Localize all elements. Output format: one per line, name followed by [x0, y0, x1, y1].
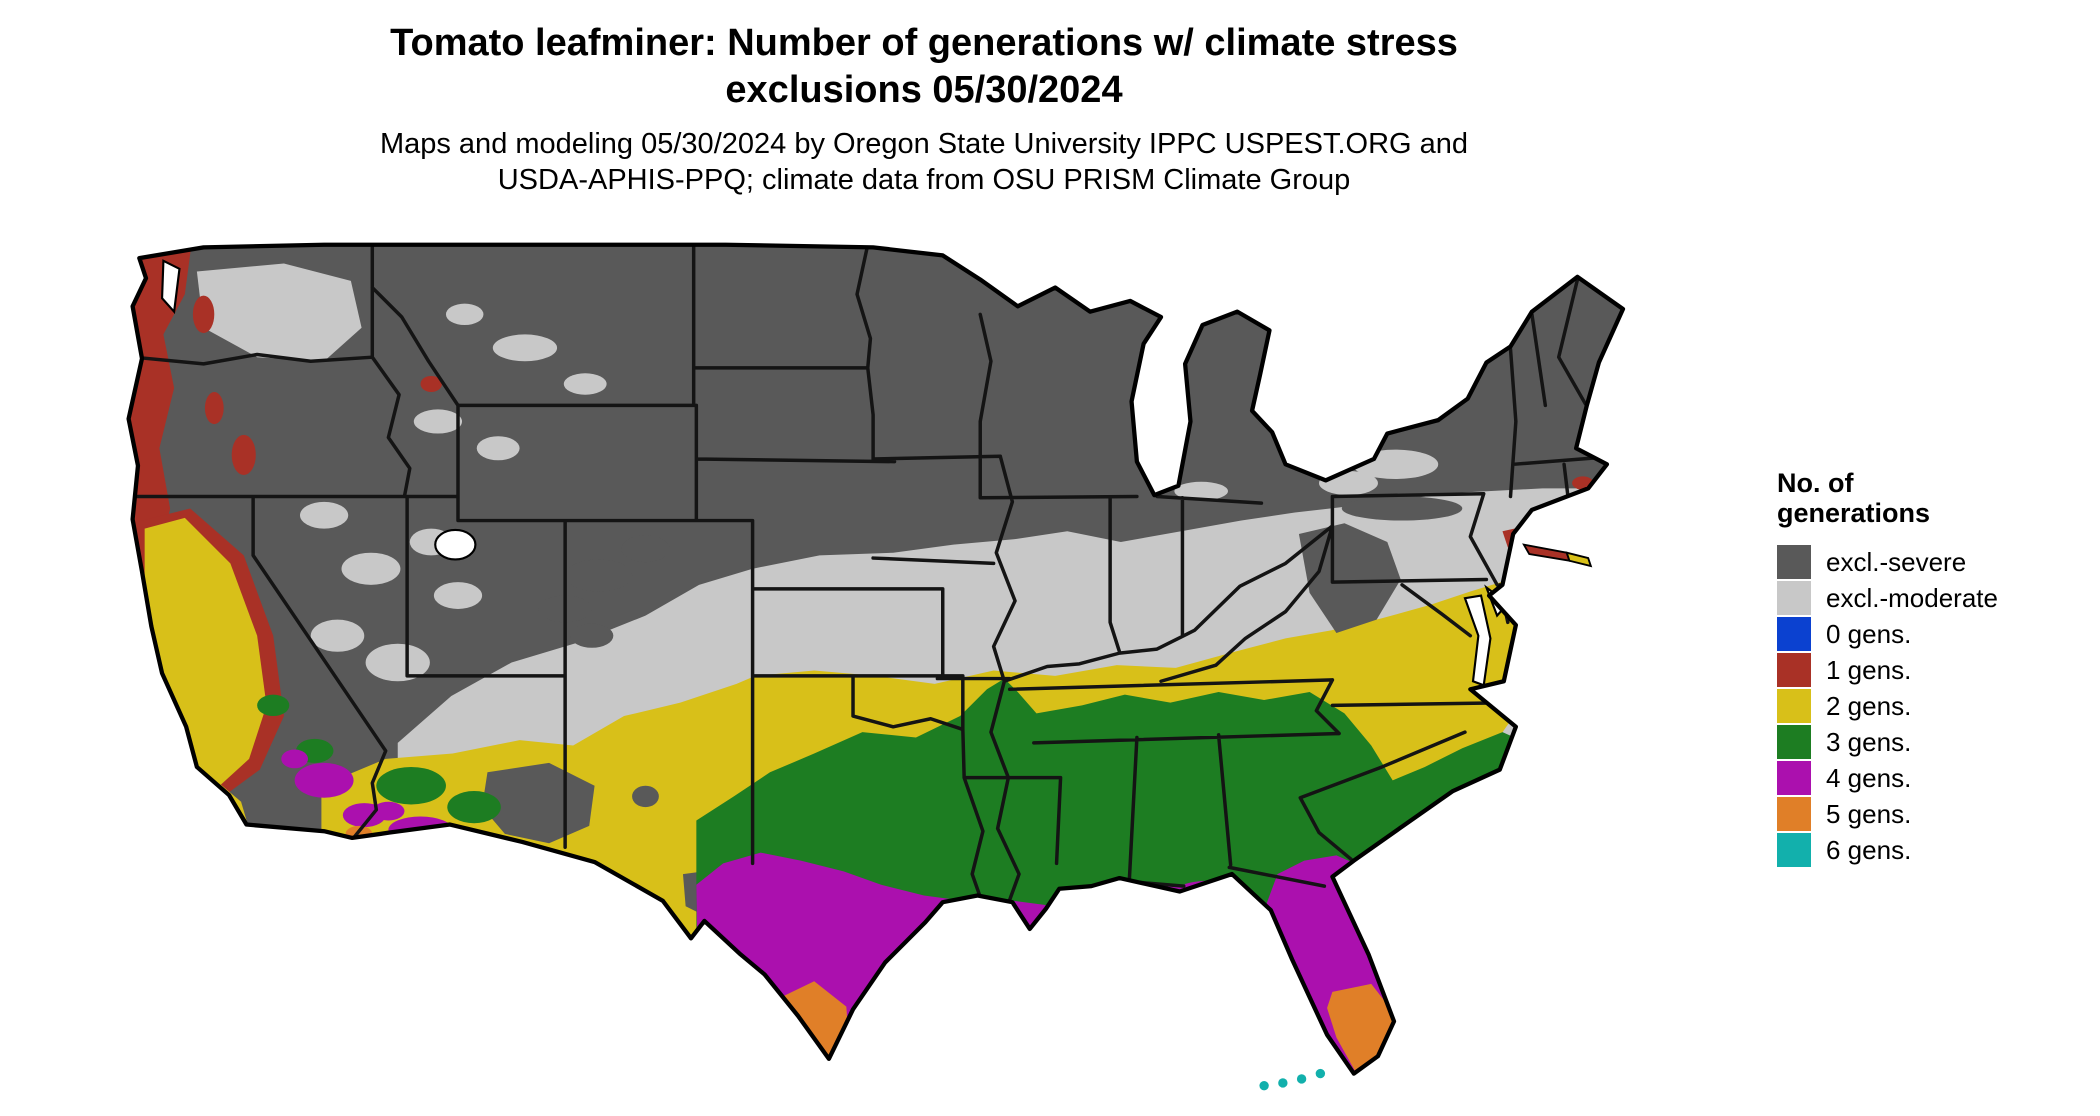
legend-item-excl-severe: excl.-severe [1777, 544, 2077, 579]
legend-swatch-6-gens [1777, 832, 1811, 867]
legend-label: 4 gens. [1826, 762, 1912, 793]
legend-swatch-excl-moderate [1777, 580, 1811, 615]
legend-swatch-1-gens [1777, 652, 1811, 687]
us-map [126, 242, 1626, 1091]
legend-label: 5 gens. [1826, 798, 1912, 829]
legend-item-excl-moderate: excl.-moderate [1777, 580, 2077, 615]
florida-keys [1259, 1068, 1326, 1091]
legend-label: 2 gens. [1826, 690, 1912, 721]
us-outline [126, 242, 1626, 1076]
figure-subtitle-line1: Maps and modeling 05/30/2024 by Oregon S… [379, 128, 1469, 160]
figure-title-line1: Tomato leafminer: Number of generations … [390, 22, 1458, 64]
legend-title: No. of generations [1777, 468, 2077, 528]
legend-title-line1: No. of [1777, 468, 1854, 498]
figure-title: Tomato leafminer: Number of generations … [390, 20, 1458, 114]
legend-swatch-2-gens [1777, 688, 1811, 723]
legend-title-line2: generations [1777, 498, 1931, 528]
us-map-container [123, 234, 1650, 1091]
legend-item-5-gens: 5 gens. [1777, 796, 2077, 831]
great-salt-lake [434, 528, 477, 561]
legend-label: 0 gens. [1826, 618, 1912, 649]
legend-label: 1 gens. [1826, 654, 1912, 685]
legend-swatch-excl-severe [1777, 544, 1811, 579]
legend-label: 3 gens. [1826, 726, 1912, 757]
legend-swatch-3-gens [1777, 724, 1811, 759]
puget-sound [160, 259, 181, 315]
legend-item-2-gens: 2 gens. [1777, 688, 2077, 723]
figure-subtitle: Maps and modeling 05/30/2024 by Oregon S… [380, 126, 1468, 198]
long-island [1522, 543, 1593, 568]
legend-swatch-0-gens [1777, 616, 1811, 651]
legend-item-6-gens: 6 gens. [1777, 832, 2077, 867]
legend-item-3-gens: 3 gens. [1777, 724, 2077, 759]
figure-title-line2: exclusions 05/30/2024 [725, 69, 1123, 111]
legend-item-4-gens: 4 gens. [1777, 760, 2077, 795]
legend-swatch-5-gens [1777, 796, 1811, 831]
legend: No. of generations excl.-severe excl.-mo… [1777, 468, 2077, 868]
legend-items: excl.-severe excl.-moderate 0 gens. 1 ge… [1777, 544, 2077, 867]
legend-label: excl.-moderate [1826, 582, 1998, 613]
legend-item-1-gens: 1 gens. [1777, 652, 2077, 687]
legend-swatch-4-gens [1777, 760, 1811, 795]
legend-label: excl.-severe [1826, 546, 1967, 577]
legend-item-0-gens: 0 gens. [1777, 616, 2077, 651]
zone-6-gens [1331, 1060, 1342, 1071]
legend-label: 6 gens. [1826, 834, 1912, 865]
figure-subtitle-line2: USDA-APHIS-PPQ; climate data from OSU PR… [497, 164, 1351, 196]
state-borders [129, 244, 1601, 906]
